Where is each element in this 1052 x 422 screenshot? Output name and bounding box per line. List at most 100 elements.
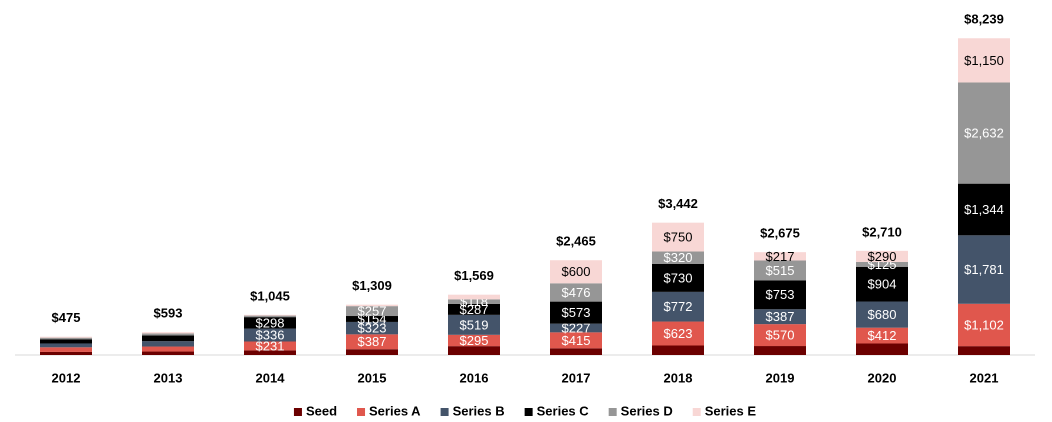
bar-segment	[754, 252, 806, 261]
bar-segment	[856, 250, 908, 262]
bar-segment	[652, 291, 704, 322]
data-label: $231	[256, 338, 285, 353]
bar-segment	[448, 346, 500, 355]
data-label: $1,781	[964, 262, 1004, 277]
data-label: $570	[766, 328, 795, 343]
bar-segment	[244, 317, 296, 329]
bar-segment	[40, 339, 92, 344]
bar-segment	[346, 316, 398, 322]
bar-segment	[40, 337, 92, 340]
data-label: $680	[868, 307, 897, 322]
bar-segment	[856, 261, 908, 267]
legend-swatch	[357, 408, 366, 416]
bar-segment	[142, 332, 194, 334]
data-label: $217	[766, 249, 795, 264]
bar-segment	[142, 333, 194, 336]
data-label: $1,102	[964, 317, 1004, 332]
bar-segment	[142, 346, 194, 352]
data-label: $1,344	[964, 202, 1004, 217]
legend-label: Series B	[453, 403, 505, 418]
x-tick-label: 2013	[154, 370, 183, 385]
data-label: $320	[664, 250, 693, 265]
x-tick-label: 2015	[358, 370, 387, 385]
bar-segment	[346, 304, 398, 307]
bar-segment	[856, 301, 908, 328]
bar-segment	[448, 299, 500, 304]
data-label: $387	[766, 309, 795, 324]
bar-segment	[244, 341, 296, 351]
bar-segment	[346, 321, 398, 335]
legend-label: Series A	[369, 403, 421, 418]
bar-segment	[346, 349, 398, 355]
x-tick-label: 2012	[52, 370, 81, 385]
data-label: $227	[562, 320, 591, 335]
legend-swatch	[293, 408, 302, 416]
bar-segment	[958, 235, 1010, 304]
x-tick-label: 2019	[766, 370, 795, 385]
x-tick-label: 2020	[868, 370, 897, 385]
bar-segment	[958, 82, 1010, 184]
bar-segment	[142, 335, 194, 342]
total-label: $2,710	[862, 224, 902, 239]
data-label: $412	[868, 328, 897, 343]
data-label: $753	[766, 287, 795, 302]
legend-label: Series E	[705, 403, 757, 418]
bar-segment	[244, 350, 296, 355]
data-label: $476	[562, 285, 591, 300]
total-label: $2,675	[760, 226, 800, 241]
bar-segment	[244, 315, 296, 318]
total-label: $1,309	[352, 278, 392, 293]
bar-segment	[550, 260, 602, 284]
legend-swatch	[440, 408, 449, 416]
bar-segment	[550, 348, 602, 355]
legend-swatch	[692, 408, 701, 416]
bar-segment	[550, 301, 602, 324]
total-label: $593	[154, 306, 183, 321]
bar-segment	[754, 280, 806, 310]
bar-segment	[856, 327, 908, 344]
data-label: $1,150	[964, 53, 1004, 68]
bar-segment	[40, 351, 92, 355]
data-label: $387	[358, 334, 387, 349]
data-label: $257	[358, 304, 387, 319]
bar-segment	[652, 263, 704, 292]
legend-swatch	[608, 408, 617, 416]
x-tick-label: 2014	[256, 370, 286, 385]
data-label: $2,632	[964, 125, 1004, 140]
data-label: $295	[460, 333, 489, 348]
total-label: $1,569	[454, 268, 494, 283]
data-label: $415	[562, 333, 591, 348]
x-tick-label: 2018	[664, 370, 693, 385]
bar-segment	[652, 345, 704, 355]
bar-segment	[652, 251, 704, 264]
legend-label: Series C	[537, 403, 590, 418]
bar-segment	[142, 351, 194, 355]
data-label: $336	[256, 327, 285, 342]
total-label: $3,442	[658, 196, 698, 211]
data-label: $600	[562, 264, 591, 279]
total-label: $2,465	[556, 234, 596, 249]
bar-segment	[754, 309, 806, 325]
bar-segment	[550, 283, 602, 302]
bar-segment	[550, 323, 602, 333]
bar-segment	[958, 183, 1010, 236]
data-label: $573	[562, 305, 591, 320]
bar-segment	[856, 343, 908, 355]
bar-segment	[652, 222, 704, 252]
bar-segment	[754, 324, 806, 347]
total-label: $8,239	[964, 12, 1004, 27]
data-label: $772	[664, 299, 693, 314]
bar-segment	[754, 260, 806, 281]
bar-segment	[448, 303, 500, 315]
data-label: $750	[664, 230, 693, 245]
bar-segment	[856, 266, 908, 302]
data-label: $623	[664, 326, 693, 341]
bar-segment	[346, 334, 398, 350]
legend-label: Seed	[306, 403, 337, 418]
bar-segment	[448, 314, 500, 335]
data-label: $730	[664, 270, 693, 285]
x-tick-label: 2017	[562, 370, 591, 385]
bar-segment	[40, 343, 92, 348]
x-tick-label: 2021	[970, 370, 999, 385]
bar-segment	[448, 294, 500, 300]
